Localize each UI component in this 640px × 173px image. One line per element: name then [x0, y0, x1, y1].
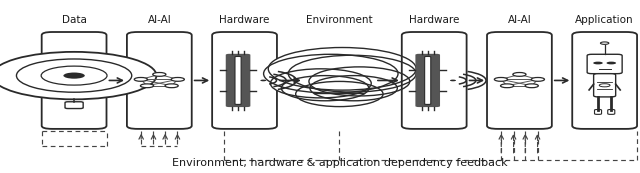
Circle shape — [513, 72, 526, 76]
FancyBboxPatch shape — [127, 32, 192, 129]
Circle shape — [296, 81, 383, 107]
Text: Hardware: Hardware — [409, 15, 460, 25]
Circle shape — [593, 62, 603, 64]
FancyBboxPatch shape — [402, 32, 467, 129]
Circle shape — [171, 78, 184, 81]
FancyBboxPatch shape — [212, 32, 277, 129]
FancyBboxPatch shape — [415, 54, 440, 107]
Circle shape — [41, 66, 107, 85]
Circle shape — [140, 84, 154, 88]
Circle shape — [310, 76, 397, 101]
Circle shape — [289, 55, 416, 92]
Circle shape — [153, 72, 166, 76]
Circle shape — [282, 76, 369, 101]
Circle shape — [271, 69, 371, 98]
Circle shape — [165, 84, 178, 88]
Text: Data: Data — [61, 15, 86, 25]
Text: Application: Application — [575, 15, 634, 25]
Text: Environment, hardware & application dependency feedback: Environment, hardware & application depe… — [172, 158, 507, 168]
Circle shape — [450, 80, 456, 81]
FancyBboxPatch shape — [65, 102, 83, 108]
Circle shape — [0, 52, 156, 99]
Text: AI-AI: AI-AI — [147, 15, 171, 25]
Circle shape — [607, 62, 616, 64]
FancyBboxPatch shape — [42, 32, 106, 129]
Circle shape — [599, 84, 610, 87]
FancyBboxPatch shape — [235, 56, 241, 104]
Text: Environment: Environment — [306, 15, 372, 25]
FancyBboxPatch shape — [595, 110, 602, 114]
Circle shape — [531, 78, 545, 81]
Text: Hardware: Hardware — [220, 15, 269, 25]
Circle shape — [63, 72, 84, 79]
Circle shape — [260, 80, 266, 81]
FancyBboxPatch shape — [425, 56, 431, 104]
Circle shape — [268, 48, 416, 90]
Circle shape — [17, 59, 132, 92]
Circle shape — [500, 84, 514, 88]
FancyBboxPatch shape — [587, 54, 622, 74]
Circle shape — [494, 78, 508, 81]
FancyBboxPatch shape — [312, 88, 367, 95]
FancyBboxPatch shape — [572, 32, 637, 129]
FancyBboxPatch shape — [594, 74, 616, 97]
FancyBboxPatch shape — [226, 54, 250, 107]
Circle shape — [309, 67, 410, 96]
FancyBboxPatch shape — [487, 32, 552, 129]
Circle shape — [134, 78, 147, 81]
FancyBboxPatch shape — [608, 110, 615, 114]
Circle shape — [525, 84, 538, 88]
Circle shape — [264, 54, 398, 93]
Circle shape — [600, 42, 609, 44]
Text: AI-AI: AI-AI — [508, 15, 531, 25]
